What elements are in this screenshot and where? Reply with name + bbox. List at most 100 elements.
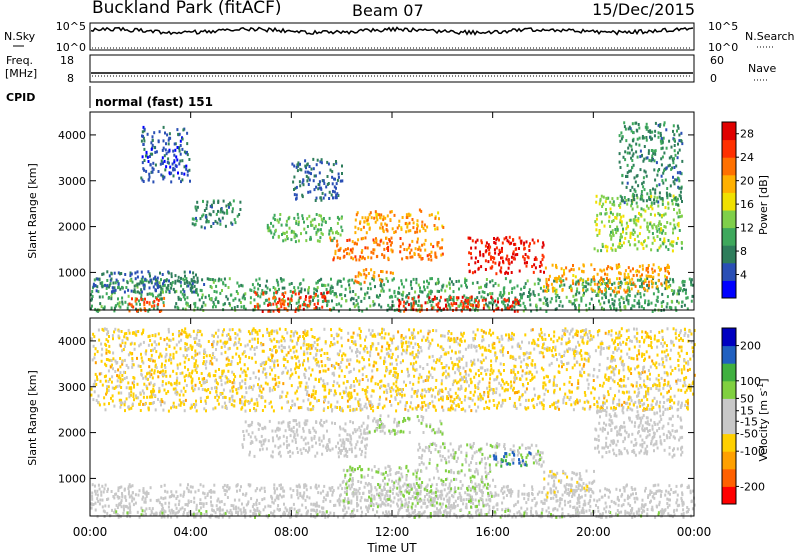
power-cell-6: [508, 235, 511, 239]
power-cell-3: [275, 290, 278, 294]
power-cell-0: [450, 280, 453, 284]
velocity-cell-2: [398, 479, 401, 483]
velocity-cell-3: [471, 444, 474, 448]
power-cell-14: [183, 150, 186, 154]
power-cell-14: [180, 171, 183, 175]
date-title: 15/Dec/2015: [592, 0, 695, 19]
power-cell-5: [455, 302, 458, 306]
velocity-cell-0: [574, 508, 577, 512]
velocity-cell-2: [471, 495, 473, 499]
power-cell-11: [675, 199, 678, 203]
velocity-cell-1: [252, 511, 255, 515]
velocity-cell-0: [161, 513, 164, 517]
velocity-cell-0: [292, 502, 295, 506]
power-cell-7: [336, 244, 338, 248]
power-cell-1: [136, 270, 139, 274]
velocity-cell-0: [144, 497, 147, 501]
power-cell-0: [90, 307, 92, 311]
power-cell-0: [519, 292, 522, 296]
power-cell-6: [524, 253, 527, 256]
power-cell-11: [650, 195, 653, 198]
power-cell-15: [672, 175, 674, 179]
power-cell-11: [659, 237, 662, 241]
power-cell-15: [672, 124, 675, 128]
power-cell-8: [321, 219, 324, 223]
power-cell-0: [491, 279, 494, 283]
power-cell-1: [149, 278, 152, 282]
power-cell-4: [365, 274, 368, 278]
velocity-cell-0: [298, 485, 301, 489]
power-cell-0: [277, 283, 280, 287]
power-cell-12: [649, 274, 652, 278]
power-cell-14: [142, 167, 145, 171]
power-cell-15: [634, 180, 637, 184]
power-cell-0: [258, 284, 261, 287]
power-cell-10: [225, 204, 228, 208]
power-cell-0: [598, 286, 601, 290]
power-cell-0: [429, 289, 432, 293]
power-cell-0: [603, 282, 606, 285]
power-cell-0: [404, 301, 407, 305]
velocity-cell-0: [504, 507, 507, 511]
power-cell-0: [186, 296, 189, 300]
power-cell-10: [236, 214, 239, 218]
power-cell-8: [311, 223, 314, 227]
velocity-cell-0: [411, 495, 414, 498]
power-cell-10: [210, 225, 213, 228]
power-cell-0: [140, 293, 143, 297]
velocity-cell-0: [276, 507, 279, 511]
velocity-cell-2: [477, 472, 479, 476]
power-cell-15: [619, 166, 622, 169]
power-cell-11: [611, 229, 614, 233]
velocity-cell-2: [397, 482, 400, 486]
power-cell-12: [599, 268, 602, 272]
velocity-cell-3: [511, 458, 514, 462]
power-cell-15: [665, 128, 668, 132]
velocity-cell-0: [174, 503, 177, 507]
velocity-cell-0: [666, 502, 669, 505]
velocity-cell-2: [448, 497, 451, 501]
velocity-cell-0: [161, 507, 164, 510]
velocity-cell-0: [366, 508, 369, 512]
velocity-cell-2: [392, 483, 395, 487]
velocity-cell-1: [343, 513, 346, 517]
beam-title: Beam 07: [352, 1, 424, 20]
velocity-cell-2: [418, 485, 421, 489]
power-cell-13: [335, 160, 337, 163]
power-cell-11: [652, 236, 655, 240]
power-cell-6: [538, 264, 541, 268]
velocity-cell-0: [356, 504, 359, 508]
velocity-cell-1: [601, 512, 604, 516]
power-cell-14: [162, 161, 164, 165]
velocity-cell-0: [689, 491, 692, 495]
velocity-cell-1: [254, 515, 256, 519]
velocity-cell-3: [458, 445, 461, 449]
power-cell-15: [650, 201, 653, 205]
power-cell-9: [420, 209, 423, 213]
velocity-cell-0: [447, 502, 450, 506]
power-cell-9: [408, 221, 411, 225]
power-cell-11: [662, 242, 665, 246]
power-cell-0: [297, 300, 300, 304]
power-cell-0: [340, 304, 343, 308]
power-cell-0: [318, 278, 321, 282]
power-cell-0: [183, 282, 186, 285]
power-cell-0: [643, 293, 646, 297]
power-cell-0: [430, 303, 433, 307]
power-cell-3: [327, 290, 330, 294]
power-cell-15: [661, 155, 664, 159]
power-cell-0: [497, 283, 500, 287]
power-cell-0: [208, 277, 211, 281]
power-cell-7: [407, 246, 410, 250]
velocity-cell-0: [543, 498, 546, 502]
power-cell-15: [630, 148, 633, 152]
velocity-cell-0: [631, 488, 634, 491]
velocity-cell-0: [632, 512, 635, 516]
power-cell-12: [592, 276, 595, 280]
power-cell-3: [281, 292, 284, 296]
velocity-cell-2: [460, 499, 463, 502]
power-cell-0: [399, 309, 402, 313]
power-cell-0: [112, 281, 115, 285]
velocity-cell-3: [429, 442, 432, 446]
velocity-cell-0: [461, 483, 464, 487]
